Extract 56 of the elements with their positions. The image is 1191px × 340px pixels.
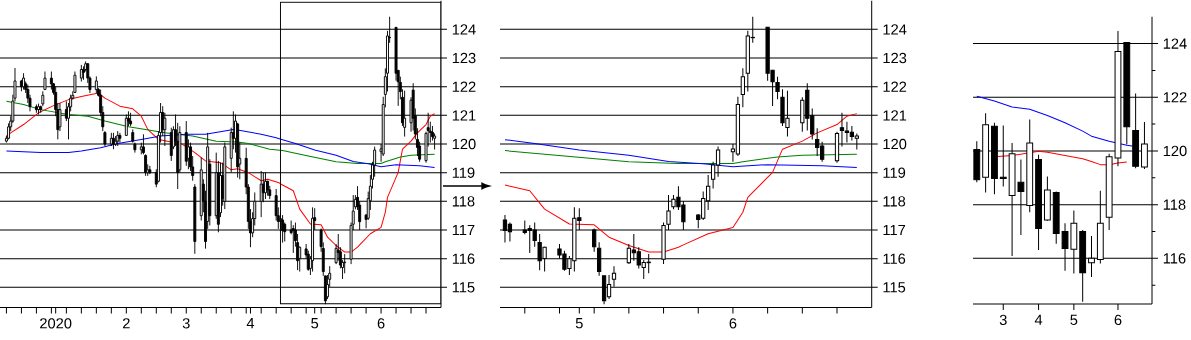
line-series [5, 100, 436, 165]
x-tick-label: 5 [311, 318, 319, 329]
y-tick-label: 116 [1163, 253, 1186, 264]
y-tick-label: 116 [883, 253, 906, 264]
x-tick-label: 2 [122, 318, 130, 329]
y-tick-label: 121 [883, 110, 907, 121]
x-tick-label: 4 [1034, 314, 1043, 325]
candlestick [1141, 121, 1148, 170]
y-tick-label: 118 [1163, 199, 1186, 210]
candlestick [849, 125, 855, 142]
x-tick-label: 3 [182, 318, 190, 329]
y-tick-label: 122 [452, 81, 476, 92]
candlestick [592, 228, 597, 253]
y-tick-label: 123 [883, 52, 907, 64]
candlestick [507, 222, 513, 242]
x-tick-label: 5 [1070, 314, 1078, 325]
y-tick-label: 123 [452, 52, 476, 64]
candlestick [844, 121, 850, 144]
candlestick [775, 76, 780, 100]
y-tick-label: 115 [452, 282, 475, 293]
line-series [504, 150, 858, 165]
y-tick-label: 119 [452, 167, 475, 178]
x-tick-label: 4 [246, 318, 255, 329]
y-tick-label: 115 [883, 282, 906, 293]
y-tick-label: 118 [883, 196, 906, 207]
line-series [504, 139, 858, 169]
candlestick [715, 146, 721, 178]
candlestick [124, 114, 128, 137]
y-tick-label: 124 [1163, 38, 1187, 49]
y-tick-label: 120 [883, 138, 907, 150]
y-tick-label: 120 [452, 138, 476, 150]
y-tick-label: 116 [452, 253, 475, 264]
candlestick [999, 124, 1007, 187]
y-tick-label: 117 [452, 224, 475, 236]
candlestick [596, 241, 602, 277]
x-tick-label: 5 [575, 318, 583, 329]
candlestick [740, 67, 745, 108]
y-tick-label: 124 [452, 24, 476, 35]
x-tick-label: 6 [729, 318, 737, 329]
y-tick-label: 124 [883, 24, 907, 35]
x-tick-label: 2020 [40, 318, 72, 329]
y-tick-label: 118 [452, 196, 475, 207]
y-tick-label: 119 [883, 167, 906, 178]
x-tick-label: 3 [999, 314, 1007, 326]
candlestick [502, 214, 508, 244]
y-tick-label: 121 [452, 110, 476, 121]
candlestick [839, 112, 845, 148]
x-tick-label: 6 [1114, 314, 1122, 326]
candlestick [43, 71, 47, 91]
y-tick-label: 120 [1163, 145, 1187, 157]
candlestick [815, 127, 820, 157]
candlestick [666, 194, 671, 231]
y-tick-label: 122 [883, 81, 907, 92]
y-tick-label: 117 [883, 224, 906, 236]
x-tick-label: 6 [377, 318, 385, 329]
y-tick-label: 122 [1163, 92, 1187, 103]
